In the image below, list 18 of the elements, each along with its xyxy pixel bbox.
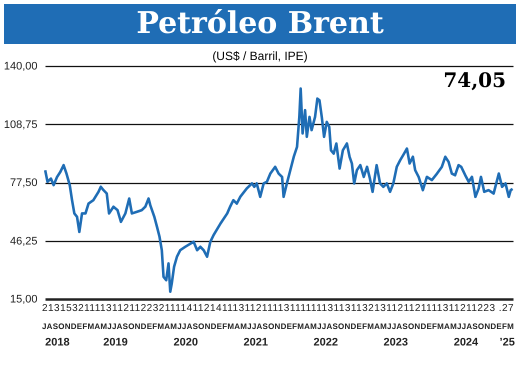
chart-title: Petróleo Brent bbox=[4, 4, 516, 44]
x-tick-label: 2024 bbox=[454, 336, 480, 348]
x-tick-label: 2020 bbox=[173, 336, 198, 348]
x-tick-label: 2018 bbox=[45, 336, 70, 348]
y-tick-label: 15,00 bbox=[10, 294, 38, 306]
y-tick-label: 140,00 bbox=[4, 60, 38, 72]
y-tick-label: 108,75 bbox=[4, 118, 38, 131]
y-tick-label: 46,25 bbox=[10, 235, 38, 248]
x-tick-label: 2021 bbox=[243, 336, 268, 348]
chart-subtitle: (US$ / Barril, IPE) bbox=[212, 49, 308, 63]
x-tick-label: ’25 bbox=[500, 336, 515, 348]
text: JASONDEFMAMJJASONDEFMAMJJASONDEFMAMJJASONDEFMAMJJASONDEFMAMJJASONDEFMAMJJASONDEFM bbox=[42, 321, 514, 333]
text: 2131532111131121122321111411214111311211113111111131131132131121121111311211223 .27 bbox=[42, 303, 514, 315]
x-tick-label: 2023 bbox=[383, 336, 408, 348]
y-tick-label: 77,50 bbox=[10, 177, 38, 189]
x-tick-label: 2019 bbox=[103, 336, 128, 348]
annotation: 74,05 bbox=[443, 68, 506, 92]
x-tick-label: 2022 bbox=[313, 336, 338, 348]
